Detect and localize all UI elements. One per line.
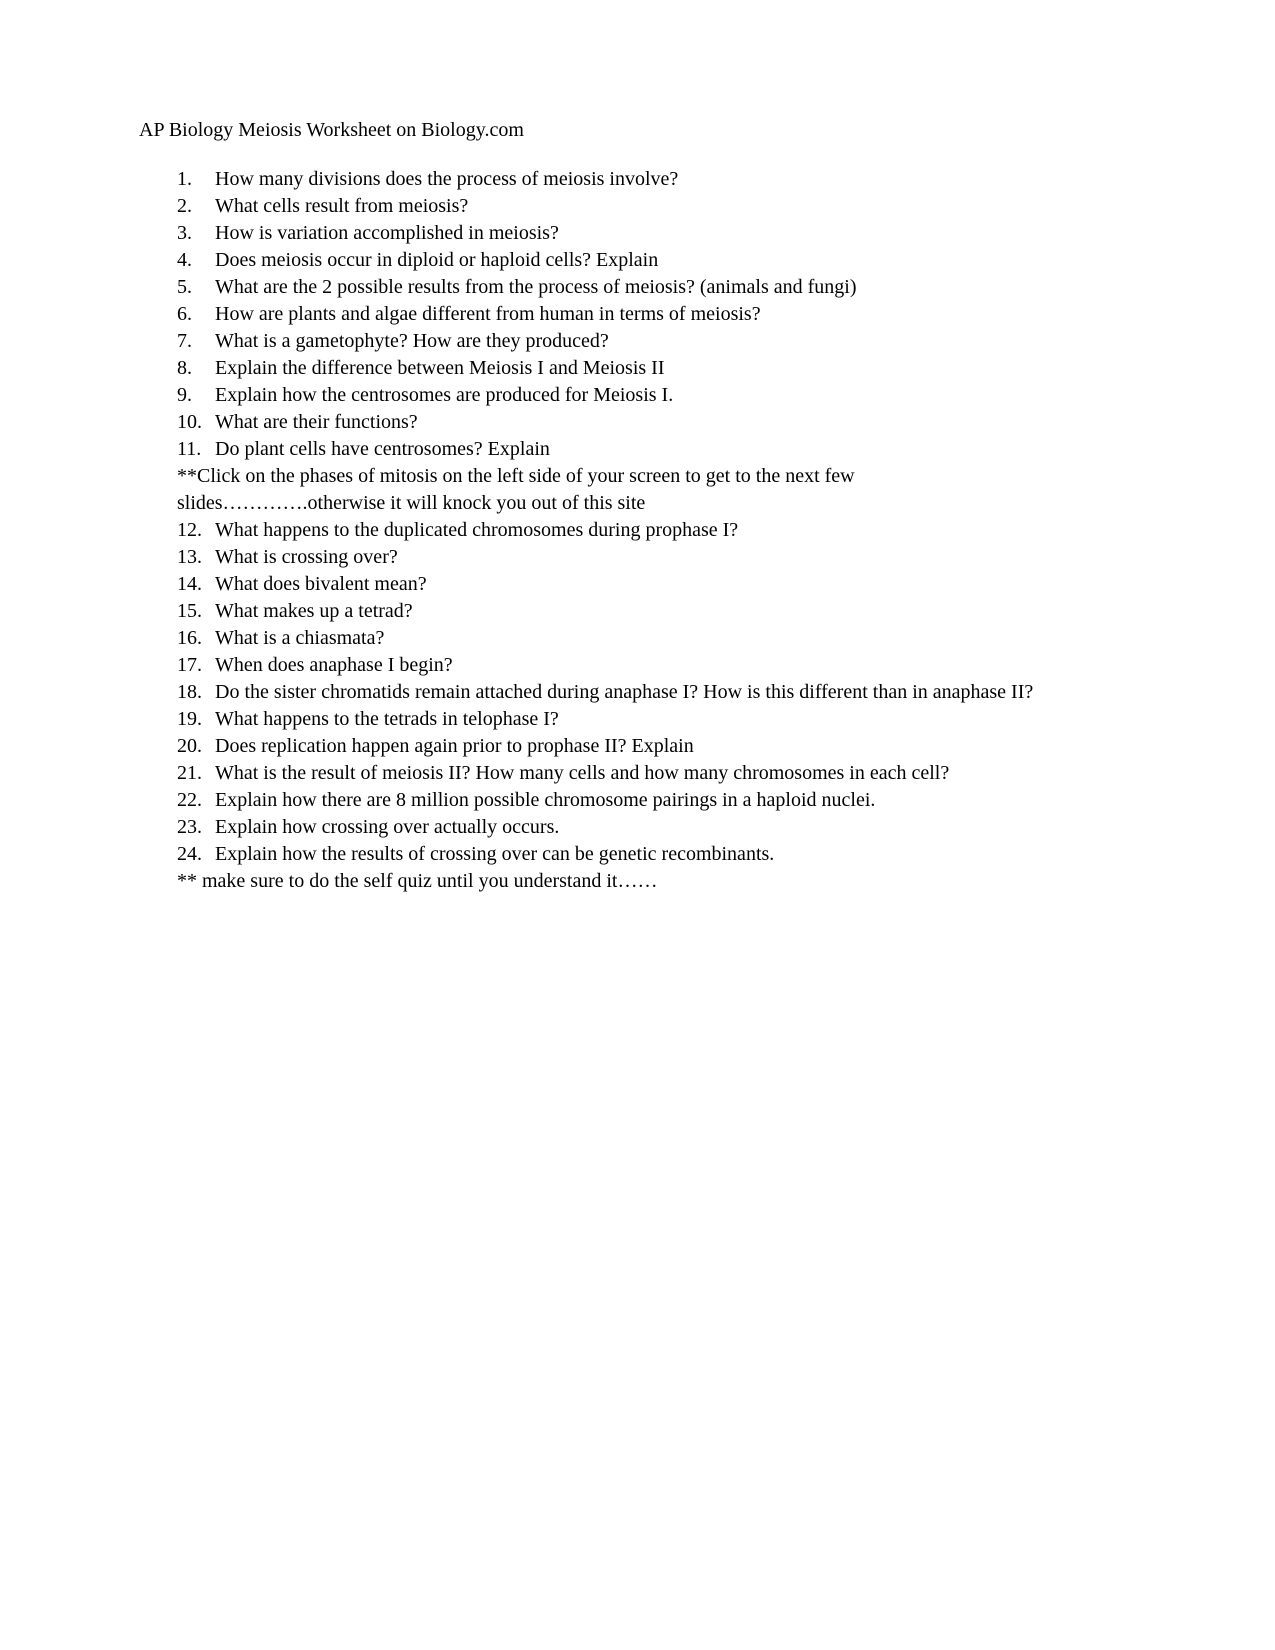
- question-text: Explain how the centrosomes are produced…: [215, 382, 1155, 409]
- instruction-note: ** make sure to do the self quiz until y…: [177, 868, 1155, 895]
- question-text: What are their functions?: [215, 409, 1155, 436]
- question-number: 23.: [177, 814, 215, 841]
- question-text: What makes up a tetrad?: [215, 598, 1155, 625]
- question-item: 6. How are plants and algae different fr…: [177, 301, 1155, 328]
- question-item: 21. What is the result of meiosis II? Ho…: [177, 760, 1155, 787]
- question-number: 24.: [177, 841, 215, 868]
- question-number: 3.: [177, 220, 215, 247]
- document-page: AP Biology Meiosis Worksheet on Biology.…: [0, 0, 1275, 895]
- question-number: 6.: [177, 301, 215, 328]
- question-text: What is crossing over?: [215, 544, 1155, 571]
- question-number: 11.: [177, 436, 215, 463]
- question-item: 3. How is variation accomplished in meio…: [177, 220, 1155, 247]
- question-text: How are plants and algae different from …: [215, 301, 1155, 328]
- question-item: 23. Explain how crossing over actually o…: [177, 814, 1155, 841]
- question-number: 19.: [177, 706, 215, 733]
- question-item: 15. What makes up a tetrad?: [177, 598, 1155, 625]
- question-item: 24. Explain how the results of crossing …: [177, 841, 1155, 868]
- question-text: What is a chiasmata?: [215, 625, 1155, 652]
- question-item: 20. Does replication happen again prior …: [177, 733, 1155, 760]
- question-text: What are the 2 possible results from the…: [215, 274, 1155, 301]
- question-number: 20.: [177, 733, 215, 760]
- question-item: 16. What is a chiasmata?: [177, 625, 1155, 652]
- question-item: 4. Does meiosis occur in diploid or hapl…: [177, 247, 1155, 274]
- question-item: 8. Explain the difference between Meiosi…: [177, 355, 1155, 382]
- question-number: 8.: [177, 355, 215, 382]
- question-item: 1. How many divisions does the process o…: [177, 166, 1155, 193]
- question-number: 5.: [177, 274, 215, 301]
- question-text: When does anaphase I begin?: [215, 652, 1155, 679]
- question-item: 2. What cells result from meiosis?: [177, 193, 1155, 220]
- question-number: 17.: [177, 652, 215, 679]
- question-number: 2.: [177, 193, 215, 220]
- question-number: 18.: [177, 679, 215, 706]
- question-item: 11. Do plant cells have centrosomes? Exp…: [177, 436, 1155, 463]
- question-item: 14. What does bivalent mean?: [177, 571, 1155, 598]
- question-text: How is variation accomplished in meiosis…: [215, 220, 1155, 247]
- question-item: 7. What is a gametophyte? How are they p…: [177, 328, 1155, 355]
- question-text: Explain how there are 8 million possible…: [215, 787, 1155, 814]
- question-item: 17. When does anaphase I begin?: [177, 652, 1155, 679]
- question-text: What happens to the duplicated chromosom…: [215, 517, 1155, 544]
- question-text: Explain how crossing over actually occur…: [215, 814, 1155, 841]
- document-content: 1. How many divisions does the process o…: [139, 166, 1155, 895]
- question-item: 13. What is crossing over?: [177, 544, 1155, 571]
- question-text: Explain the difference between Meiosis I…: [215, 355, 1155, 382]
- question-item: 10. What are their functions?: [177, 409, 1155, 436]
- question-text: Does meiosis occur in diploid or haploid…: [215, 247, 1155, 274]
- question-item: 22. Explain how there are 8 million poss…: [177, 787, 1155, 814]
- question-text: What happens to the tetrads in telophase…: [215, 706, 1155, 733]
- question-number: 15.: [177, 598, 215, 625]
- question-item: 12. What happens to the duplicated chrom…: [177, 517, 1155, 544]
- question-text: Do plant cells have centrosomes? Explain: [215, 436, 1155, 463]
- question-item: 19. What happens to the tetrads in telop…: [177, 706, 1155, 733]
- question-number: 22.: [177, 787, 215, 814]
- question-number: 4.: [177, 247, 215, 274]
- question-number: 13.: [177, 544, 215, 571]
- instruction-note: slides………….otherwise it will knock you o…: [177, 490, 1155, 517]
- question-item: 18. Do the sister chromatids remain atta…: [177, 679, 1155, 706]
- question-text: Explain how the results of crossing over…: [215, 841, 1155, 868]
- document-title: AP Biology Meiosis Worksheet on Biology.…: [139, 118, 1155, 142]
- question-number: 7.: [177, 328, 215, 355]
- question-number: 21.: [177, 760, 215, 787]
- question-item: 5. What are the 2 possible results from …: [177, 274, 1155, 301]
- question-number: 14.: [177, 571, 215, 598]
- question-text: What does bivalent mean?: [215, 571, 1155, 598]
- question-text: What is the result of meiosis II? How ma…: [215, 760, 1155, 787]
- question-text: Do the sister chromatids remain attached…: [215, 679, 1155, 706]
- question-number: 16.: [177, 625, 215, 652]
- question-text: Does replication happen again prior to p…: [215, 733, 1155, 760]
- question-item: 9. Explain how the centrosomes are produ…: [177, 382, 1155, 409]
- question-text: How many divisions does the process of m…: [215, 166, 1155, 193]
- question-number: 12.: [177, 517, 215, 544]
- question-number: 10.: [177, 409, 215, 436]
- question-number: 9.: [177, 382, 215, 409]
- question-text: What cells result from meiosis?: [215, 193, 1155, 220]
- question-number: 1.: [177, 166, 215, 193]
- question-text: What is a gametophyte? How are they prod…: [215, 328, 1155, 355]
- instruction-note: **Click on the phases of mitosis on the …: [177, 463, 1155, 490]
